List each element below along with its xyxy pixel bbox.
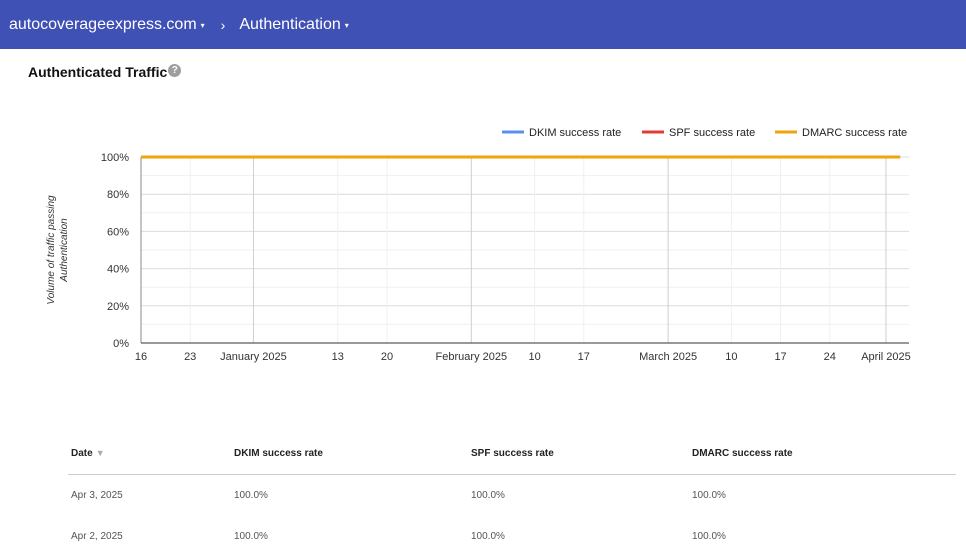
page-title-row: Authenticated Traffic ? [28,63,182,80]
y-axis-label: Volume of traffic passing Authentication [46,195,70,305]
y-tick-label: 60% [107,226,129,238]
x-tick-label: 17 [578,351,590,363]
section-dropdown[interactable]: Authentication ▾ [239,16,348,34]
results-table: Date ▼ DKIM success rate SPF success rate… [68,432,956,557]
cell-dmarc: 100.0% [692,490,726,501]
help-icon[interactable]: ? [168,63,182,77]
page-title: Authenticated Traffic [28,64,168,80]
x-tick-label: 13 [332,351,344,363]
x-tick-label: 24 [824,351,836,363]
x-tick-label: 23 [184,351,196,363]
cell-spf: 100.0% [471,490,505,501]
top-bar: autocoverageexpress.com ▾ › Authenticati… [0,0,966,49]
caret-down-icon: ▾ [200,21,205,30]
chevron-right-icon: › [220,16,226,33]
section-label: Authentication [239,15,341,33]
y-axis-label-line: Volume of traffic passing [46,195,57,305]
dmarc-legend-label: DMARC success rate [802,127,907,139]
column-header-dmarc[interactable]: DMARC success rate [692,447,793,459]
x-tick-label: 10 [528,351,540,363]
x-tick-label: 20 [381,351,393,363]
x-tick-label: 17 [774,351,786,363]
table-row: Apr 3, 2025 100.0% 100.0% 100.0% [68,475,956,516]
y-tick-label: 0% [113,338,129,350]
domain-dropdown[interactable]: autocoverageexpress.com ▾ [9,16,205,34]
y-tick-label: 40% [107,264,129,276]
y-tick-label: 20% [107,301,129,313]
cell-dmarc: 100.0% [692,531,726,542]
y-tick-label: 80% [107,189,129,201]
spf-legend-label: SPF success rate [669,127,755,139]
column-header-spf[interactable]: SPF success rate [471,447,554,459]
sort-down-icon: ▼ [95,447,105,458]
caret-down-icon: ▾ [344,21,349,30]
x-tick-label: April 2025 [861,351,911,363]
authentication-chart: 0% 20% 40% 60% 80% 100% 16 23 January 2025 13 20 Fe… [46,127,911,363]
x-tick-label: March 2025 [639,351,697,363]
cell-spf: 100.0% [471,531,505,542]
cell-date: Apr 2, 2025 [71,531,123,542]
x-tick-label: 16 [135,351,147,363]
y-tick-label: 100% [101,152,129,164]
x-tick-label: January 2025 [220,351,287,363]
cell-date: Apr 3, 2025 [71,490,123,501]
y-axis-label-line: Authentication [59,218,70,283]
table-row: Apr 2, 2025 100.0% 100.0% 100.0% [68,516,956,557]
column-header-dkim[interactable]: DKIM success rate [234,447,323,459]
table-header: Date ▼ DKIM success rate SPF success rate… [68,432,956,475]
x-tick-label: February 2025 [436,351,508,363]
x-tick-label: 10 [725,351,737,363]
domain-label: autocoverageexpress.com [9,15,197,33]
dkim-legend-label: DKIM success rate [529,127,621,139]
column-header-date[interactable]: Date ▼ [71,447,105,459]
cell-dkim: 100.0% [234,531,268,542]
cell-dkim: 100.0% [234,490,268,501]
